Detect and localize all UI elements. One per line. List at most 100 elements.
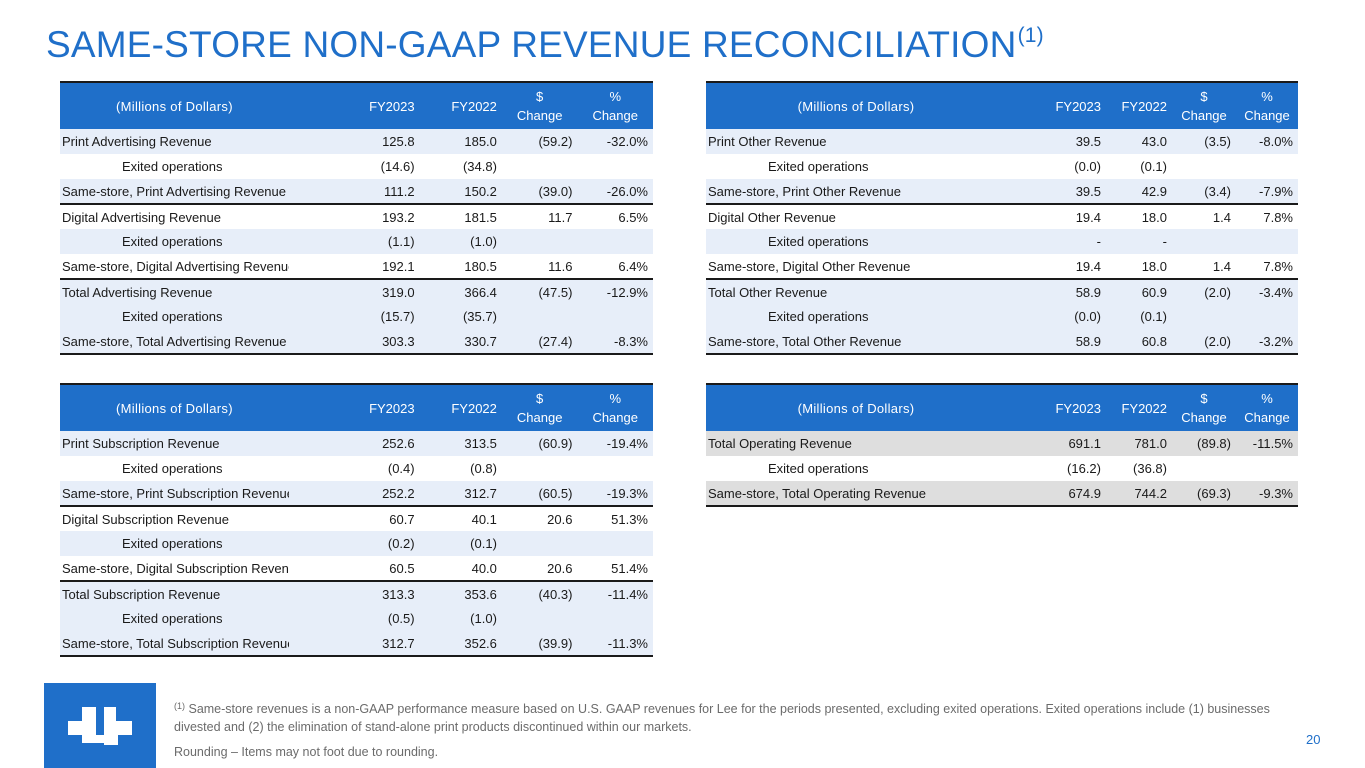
table-row: Same-store, Print Subscription Revenue 25… <box>60 481 653 507</box>
row-fy2022: 60.9 <box>1106 279 1172 304</box>
row-label: Digital Advertising Revenue <box>62 209 221 225</box>
header-dollar-change-text: Change <box>516 108 563 123</box>
row-fy2022: (0.1) <box>1140 159 1167 174</box>
row-pct-change <box>1236 456 1298 481</box>
row-label: Total Advertising Revenue <box>60 279 289 304</box>
row-fy2023: (0.5) <box>342 606 420 631</box>
row-spacer <box>1006 329 1046 355</box>
row-fy2022: (35.7) <box>419 304 502 329</box>
header-fy2023-text: FY2023 <box>1055 400 1101 416</box>
row-label: Digital Other Revenue <box>708 209 836 225</box>
row-fy2023: 60.7 <box>389 511 415 527</box>
row-pct-change <box>577 229 653 254</box>
row-label: Exited operations <box>122 159 223 174</box>
header-spacer <box>288 81 343 129</box>
row-label: Same-store, Total Operating Revenue <box>706 481 1006 507</box>
row-fy2022: 150.2 <box>419 179 502 205</box>
header-fy2022: FY2022 <box>1106 81 1172 129</box>
row-dollar-change: (40.3) <box>501 581 578 606</box>
table-row: Exited operations (0.2) (0.1) <box>60 531 653 556</box>
row-fy2023: (14.6) <box>380 159 415 174</box>
row-dollar-change: 1.4 <box>1212 209 1231 225</box>
row-dollar-change: 20.6 <box>501 556 578 582</box>
row-fy2022: 40.1 <box>471 511 497 527</box>
row-label: Exited operations <box>60 229 289 254</box>
header-label-text: (Millions of Dollars) <box>797 98 915 114</box>
row-label: Exited operations <box>60 606 289 631</box>
row-fy2022: 43.0 <box>1106 129 1172 154</box>
row-label: Same-store, Digital Advertising Revenue <box>60 254 289 280</box>
table-row: Exited operations (0.0) (0.1) <box>706 304 1298 329</box>
table-row: Same-store, Print Other Revenue 39.5 42.9(… <box>706 179 1298 205</box>
table-row: Total Subscription Revenue 313.3 353.6 (40.… <box>60 581 653 606</box>
row-fy2022: 352.6 <box>419 631 502 657</box>
header-label-text: (Millions of Dollars) <box>116 400 233 416</box>
row-fy2023: 58.9 <box>1046 329 1106 355</box>
row-fy2023: 60.5 <box>342 556 420 582</box>
row-spacer <box>288 556 343 582</box>
header-fy2022-text: FY2022 <box>451 400 497 416</box>
other-revenue-table: (Millions of Dollars) FY2023 FY2022 $ Change… <box>706 81 1298 355</box>
header-label: (Millions of Dollars) <box>60 383 289 431</box>
row-pct-change <box>577 606 653 631</box>
row-pct-change <box>1236 154 1298 179</box>
row-spacer <box>1006 481 1046 507</box>
row-pct-change: -7.9% <box>1236 179 1298 205</box>
row-fy2023: 674.9 <box>1046 481 1106 507</box>
row-fy2023: 58.9 <box>1046 279 1106 304</box>
row-dollar-change <box>502 456 578 481</box>
row-fy2023: 319.0 <box>342 279 420 304</box>
row-pct-change <box>577 456 653 481</box>
row-spacer <box>1006 431 1046 456</box>
row-fy2022: 60.8 <box>1106 329 1172 355</box>
row-pct-change: 6.4% <box>577 254 653 280</box>
header-dollar-change: $ Change <box>1172 383 1236 431</box>
row-dollar-change: (69.3) <box>1172 481 1236 507</box>
header-fy2023: FY2023 <box>1046 81 1106 129</box>
row-dollar-change: (3.5) <box>1172 129 1236 154</box>
row-dollar-change <box>502 154 578 179</box>
row-fy2022: (34.8) <box>462 159 497 174</box>
row-label: Print Advertising Revenue <box>60 129 289 154</box>
row-fy2022: 42.9 <box>1106 179 1172 205</box>
row-fy2022: (0.1) <box>419 531 502 556</box>
row-label: Same-store, Digital Subscription Revenue <box>60 556 289 582</box>
row-pct-change: -8.3% <box>577 329 653 355</box>
row-pct-change: 51.3% <box>611 511 648 527</box>
row-spacer <box>288 229 343 254</box>
header-fy2023: FY2023 <box>1046 383 1106 431</box>
row-spacer <box>288 129 343 154</box>
row-fy2023: - <box>1046 229 1106 254</box>
row-fy2023: 125.8 <box>342 129 420 154</box>
row-dollar-change <box>501 606 578 631</box>
row-fy2023: 303.3 <box>342 329 420 355</box>
table-row: Total Other Revenue 58.9 60.9 (2.0) -3.4% <box>706 279 1298 304</box>
table-row: Same-store, Print Advertising Revenue 111… <box>60 179 653 205</box>
data-table: (Millions of Dollars) FY2023 FY2022 $ Change… <box>60 81 653 355</box>
row-fy2022: 18.0 <box>1106 254 1172 280</box>
header-dollar-symbol: $ <box>536 391 544 406</box>
header-fy2023-text: FY2023 <box>1055 98 1101 114</box>
row-label: Same-store, Total Advertising Revenue <box>60 329 289 355</box>
header-dollar-change: $ Change <box>501 81 578 129</box>
row-fy2022: (1.0) <box>419 229 502 254</box>
header-dollar-change: $ Change <box>1172 81 1236 129</box>
row-fy2022: (0.8) <box>470 461 497 476</box>
row-spacer <box>288 481 343 507</box>
header-pct-change: % Change <box>1236 383 1298 431</box>
table-row: Exited operations (1.1) (1.0) <box>60 229 653 254</box>
table-row: Exited operations (0.5) (1.0) <box>60 606 653 631</box>
row-fy2023: 252.6 <box>342 431 420 456</box>
row-label: Print Subscription Revenue <box>60 431 289 456</box>
row-dollar-change <box>1172 304 1236 329</box>
footnote-text: Same-store revenues is a non-GAAP perfor… <box>174 702 1270 734</box>
row-fy2023: 39.5 <box>1046 129 1106 154</box>
row-spacer <box>288 631 343 657</box>
data-table: (Millions of Dollars) FY2023 FY2022 $ Change… <box>706 81 1298 355</box>
row-fy2023: (0.0) <box>1046 304 1106 329</box>
row-label: Same-store, Print Advertising Revenue <box>60 179 289 205</box>
row-fy2023: (0.0) <box>1074 159 1101 174</box>
row-dollar-change: (60.5) <box>501 481 578 507</box>
row-fy2022: - <box>1106 229 1172 254</box>
row-pct-change <box>1236 304 1298 329</box>
